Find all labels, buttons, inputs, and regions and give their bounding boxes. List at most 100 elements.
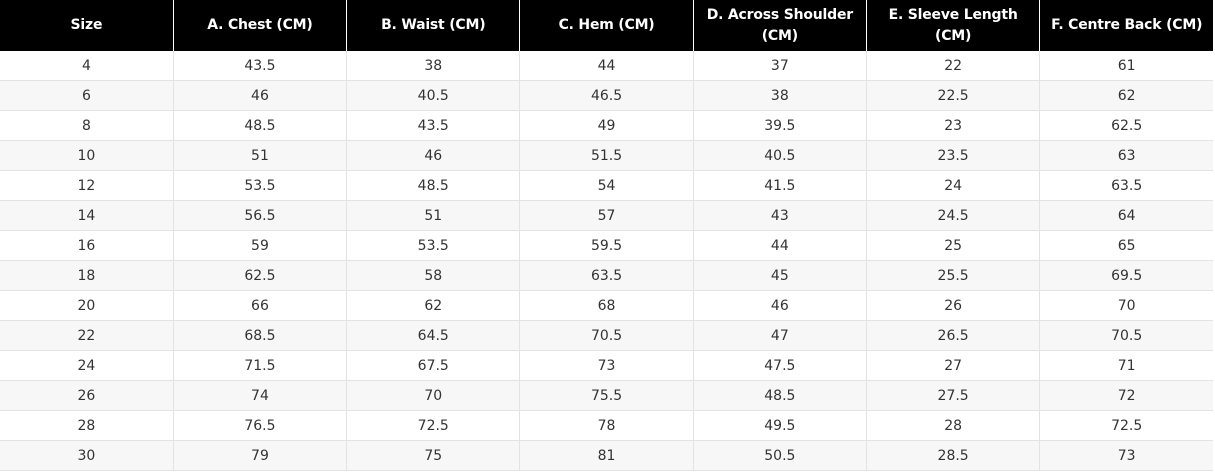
- table-cell-across-shoulder: 44: [693, 230, 867, 261]
- table-cell-waist: 75: [346, 440, 521, 471]
- table-cell-hem: 57: [519, 200, 694, 231]
- table-cell-centre-back: 69.5: [1039, 260, 1214, 291]
- table-cell-sleeve-length: 28: [866, 410, 1041, 441]
- column-header-sleeve-length: E. Sleeve Length (CM): [866, 0, 1041, 51]
- table-cell-waist: 72.5: [346, 410, 521, 441]
- table-row: 14 56.5 51 57 43 24.5 64: [0, 200, 1214, 231]
- table-row: 16 59 53.5 59.5 44 25 65: [0, 230, 1214, 261]
- table-row: 24 71.5 67.5 73 47.5 27 71: [0, 350, 1214, 381]
- table-cell-centre-back: 63.5: [1039, 170, 1214, 201]
- table-cell-waist: 67.5: [346, 350, 521, 381]
- table-cell-hem: 63.5: [519, 260, 694, 291]
- table-cell-size: 18: [0, 260, 174, 291]
- table-header: Size A. Chest (CM) B. Waist (CM) C. Hem (CM…: [0, 0, 1214, 51]
- table-cell-waist: 43.5: [346, 110, 521, 141]
- table-cell-sleeve-length: 28.5: [866, 440, 1041, 471]
- table-cell-waist: 48.5: [346, 170, 521, 201]
- table-cell-hem: 46.5: [519, 80, 694, 111]
- table-cell-centre-back: 62.5: [1039, 110, 1214, 141]
- table-cell-chest: 48.5: [173, 110, 348, 141]
- column-header-centre-back: F. Centre Back (CM): [1039, 0, 1214, 51]
- table-cell-hem: 54: [519, 170, 694, 201]
- table-cell-waist: 40.5: [346, 80, 521, 111]
- table-row: 26 74 70 75.5 48.5 27.5 72: [0, 380, 1214, 411]
- table-cell-size: 26: [0, 380, 174, 411]
- table-cell-across-shoulder: 47: [693, 320, 867, 351]
- table-cell-sleeve-length: 26: [866, 290, 1041, 321]
- table-cell-across-shoulder: 41.5: [693, 170, 867, 201]
- table-cell-hem: 59.5: [519, 230, 694, 261]
- table-cell-hem: 75.5: [519, 380, 694, 411]
- table-cell-across-shoulder: 46: [693, 290, 867, 321]
- table-cell-centre-back: 62: [1039, 80, 1214, 111]
- table-cell-waist: 62: [346, 290, 521, 321]
- table-cell-sleeve-length: 26.5: [866, 320, 1041, 351]
- table-cell-chest: 71.5: [173, 350, 348, 381]
- column-header-waist: B. Waist (CM): [346, 0, 521, 51]
- table-cell-sleeve-length: 27.5: [866, 380, 1041, 411]
- table-cell-hem: 49: [519, 110, 694, 141]
- table-cell-sleeve-length: 24.5: [866, 200, 1041, 231]
- column-header-chest: A. Chest (CM): [173, 0, 348, 51]
- table-row: 30 79 75 81 50.5 28.5 73: [0, 440, 1214, 471]
- table-cell-centre-back: 72.5: [1039, 410, 1214, 441]
- table-cell-chest: 43.5: [173, 51, 348, 81]
- table-cell-centre-back: 63: [1039, 140, 1214, 171]
- table-cell-waist: 70: [346, 380, 521, 411]
- table-cell-sleeve-length: 25.5: [866, 260, 1041, 291]
- table-row: 20 66 62 68 46 26 70: [0, 290, 1214, 321]
- table-cell-centre-back: 64: [1039, 200, 1214, 231]
- header-row: Size A. Chest (CM) B. Waist (CM) C. Hem (CM…: [0, 0, 1214, 51]
- table-cell-chest: 46: [173, 80, 348, 111]
- table-row: 28 76.5 72.5 78 49.5 28 72.5: [0, 410, 1214, 441]
- table-cell-centre-back: 65: [1039, 230, 1214, 261]
- table-cell-size: 22: [0, 320, 174, 351]
- table-cell-waist: 38: [346, 51, 521, 81]
- table-cell-size: 28: [0, 410, 174, 441]
- table-cell-sleeve-length: 24: [866, 170, 1041, 201]
- table-cell-hem: 73: [519, 350, 694, 381]
- table-cell-hem: 70.5: [519, 320, 694, 351]
- table-row: 12 53.5 48.5 54 41.5 24 63.5: [0, 170, 1214, 201]
- table-cell-across-shoulder: 38: [693, 80, 867, 111]
- table-cell-chest: 76.5: [173, 410, 348, 441]
- table-cell-size: 8: [0, 110, 174, 141]
- table-cell-chest: 56.5: [173, 200, 348, 231]
- table-cell-hem: 51.5: [519, 140, 694, 171]
- table-cell-across-shoulder: 50.5: [693, 440, 867, 471]
- table-cell-chest: 79: [173, 440, 348, 471]
- table-cell-across-shoulder: 37: [693, 51, 867, 81]
- table-cell-sleeve-length: 22: [866, 51, 1041, 81]
- table-cell-centre-back: 71: [1039, 350, 1214, 381]
- table-cell-size: 20: [0, 290, 174, 321]
- table-cell-sleeve-length: 23: [866, 110, 1041, 141]
- table-cell-centre-back: 70.5: [1039, 320, 1214, 351]
- table-cell-chest: 62.5: [173, 260, 348, 291]
- table-cell-waist: 64.5: [346, 320, 521, 351]
- column-header-size: Size: [0, 0, 174, 51]
- column-header-across-shoulder: D. Across Shoulder (CM): [693, 0, 867, 51]
- table-cell-hem: 81: [519, 440, 694, 471]
- table-cell-hem: 44: [519, 51, 694, 81]
- table-cell-chest: 68.5: [173, 320, 348, 351]
- table-cell-size: 4: [0, 51, 174, 81]
- table-cell-hem: 68: [519, 290, 694, 321]
- table-cell-waist: 58: [346, 260, 521, 291]
- table-cell-chest: 53.5: [173, 170, 348, 201]
- table-row: 4 43.5 38 44 37 22 61: [0, 51, 1214, 81]
- table-cell-centre-back: 72: [1039, 380, 1214, 411]
- table-cell-across-shoulder: 43: [693, 200, 867, 231]
- table-cell-waist: 46: [346, 140, 521, 171]
- table-cell-waist: 53.5: [346, 230, 521, 261]
- table-cell-sleeve-length: 23.5: [866, 140, 1041, 171]
- table-cell-chest: 59: [173, 230, 348, 261]
- table-cell-sleeve-length: 25: [866, 230, 1041, 261]
- table-cell-across-shoulder: 40.5: [693, 140, 867, 171]
- table-cell-chest: 74: [173, 380, 348, 411]
- table-cell-size: 30: [0, 440, 174, 471]
- table-row: 6 46 40.5 46.5 38 22.5 62: [0, 80, 1214, 111]
- table-cell-across-shoulder: 48.5: [693, 380, 867, 411]
- table-cell-size: 12: [0, 170, 174, 201]
- table-row: 8 48.5 43.5 49 39.5 23 62.5: [0, 110, 1214, 141]
